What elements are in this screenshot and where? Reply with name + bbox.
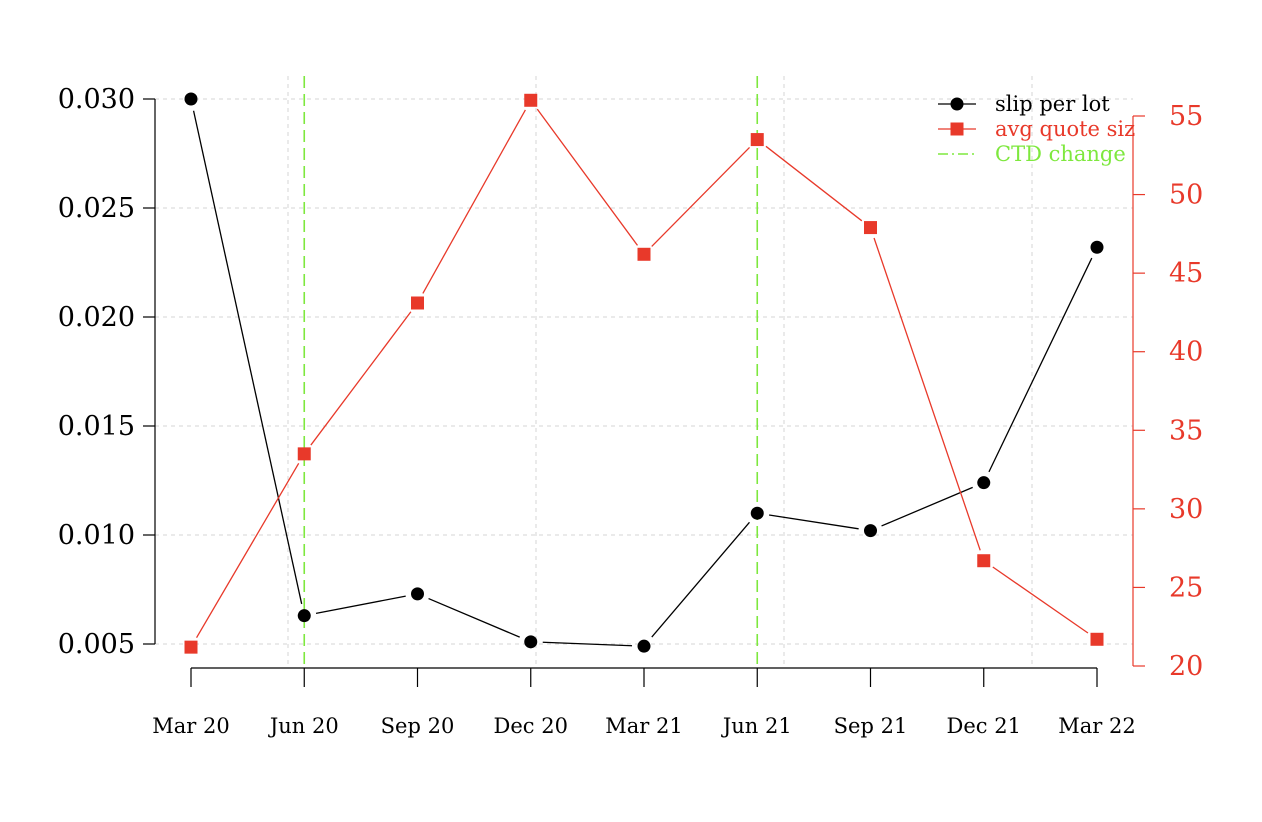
left-y-tick-label: 0.020	[58, 302, 135, 333]
legend-marker	[950, 122, 964, 136]
series-segment	[196, 463, 300, 638]
x-tick-label: Sep 21	[834, 714, 908, 738]
series-segment	[769, 514, 859, 530]
data-point	[411, 296, 424, 310]
x-tick-label: Dec 20	[494, 714, 568, 738]
series-segment	[422, 109, 526, 294]
right-y-tick-label: 30	[1169, 494, 1203, 525]
right-y-tick-label: 35	[1169, 415, 1203, 446]
left-y-tick-label: 0.010	[58, 520, 135, 551]
x-tick-label: Sep 20	[381, 714, 455, 738]
right-y-tick-label: 50	[1169, 180, 1203, 211]
data-point	[637, 247, 651, 261]
data-point	[184, 640, 198, 654]
right-y-tick-label: 25	[1169, 572, 1203, 603]
data-point	[977, 476, 991, 490]
legend-entry: slip per lot	[938, 92, 1110, 116]
left-y-tick-label: 0.005	[58, 629, 135, 660]
series-segment	[873, 237, 981, 551]
legend-entry: avg quote size	[938, 117, 1148, 141]
series-segment	[310, 311, 412, 446]
series-segment	[315, 595, 406, 615]
data-point	[977, 554, 991, 568]
x-tick-label: Mar 20	[152, 714, 229, 738]
series-1	[184, 92, 1104, 653]
data-point	[524, 93, 538, 107]
x-tick-label: Mar 22	[1058, 714, 1135, 738]
series-segment	[765, 145, 863, 222]
data-point	[297, 609, 311, 623]
legend-label: slip per lot	[995, 92, 1110, 116]
right-y-tick-label: 20	[1169, 651, 1203, 682]
data-point	[297, 447, 311, 461]
legend-label: CTD change	[995, 142, 1126, 166]
series-segment	[881, 486, 973, 527]
data-point	[1090, 240, 1104, 254]
left-y-tick-label: 0.025	[58, 193, 135, 224]
x-tick-label: Dec 21	[947, 714, 1021, 738]
axes: 0.005 0.010 0.015 0.020 0.025 0.030 20 25 30 35 40…	[58, 84, 1204, 738]
series-segment	[992, 566, 1089, 634]
series-segment	[192, 110, 303, 605]
data-point	[184, 92, 198, 106]
right-y-tick-label: 55	[1169, 101, 1203, 132]
data-point	[864, 221, 877, 235]
grid	[155, 76, 1133, 668]
series-segment	[988, 257, 1093, 473]
series-segment	[428, 597, 520, 638]
series-segment	[536, 108, 639, 246]
right-y-tick-label: 40	[1169, 337, 1203, 368]
series-segment	[651, 146, 750, 247]
data-point	[524, 635, 538, 649]
series-segment	[651, 521, 750, 638]
left-y-tick-label: 0.015	[58, 411, 135, 442]
data-point	[1090, 632, 1104, 646]
event-lines	[303, 76, 759, 668]
x-tick-label: Jun 20	[268, 714, 339, 738]
right-y-tick-label: 45	[1169, 258, 1203, 289]
legend-label: avg quote size	[995, 117, 1148, 141]
data-point	[637, 639, 651, 653]
left-y-tick-label: 0.030	[58, 84, 135, 115]
series-2	[184, 93, 1104, 654]
series-segment	[542, 641, 633, 647]
data-point	[750, 506, 764, 520]
x-tick-label: Mar 21	[605, 714, 682, 738]
data-point	[864, 524, 877, 538]
legend-entry: CTD change	[938, 142, 1126, 166]
data-point	[750, 133, 764, 147]
data-point	[411, 587, 424, 601]
legend-marker	[950, 97, 964, 111]
x-tick-label: Jun 21	[721, 714, 792, 738]
series	[184, 92, 1104, 654]
